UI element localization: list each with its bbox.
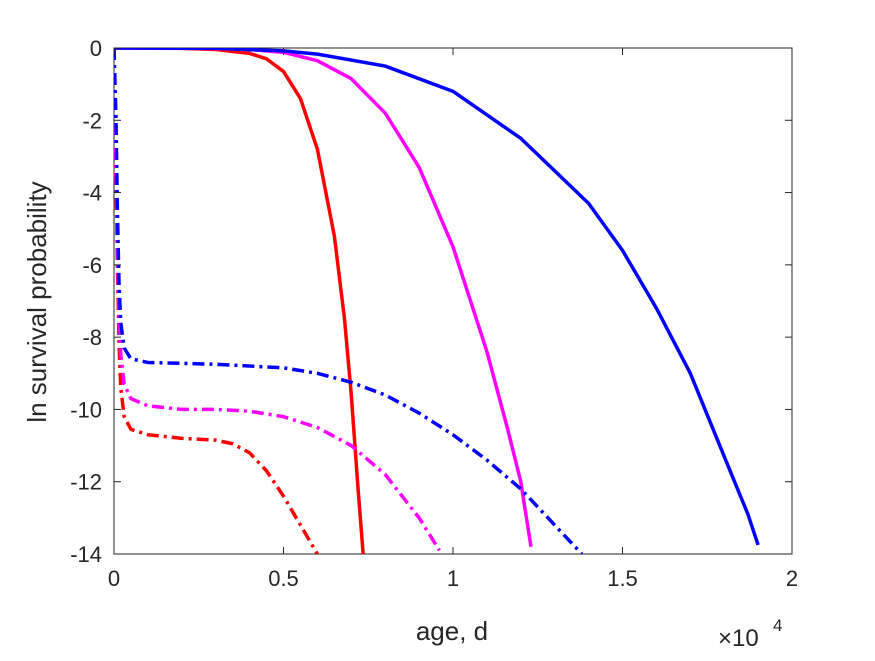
y-tick-label: -10	[70, 397, 102, 422]
x-tick-label: 0.5	[268, 566, 299, 591]
series-line-3-solid	[114, 48, 760, 546]
x-axis-exponent: ×10 4	[718, 616, 782, 652]
ticks: 0 0.5 1 1.5 2 0 -2 -4 -6 -8 -10 -12 -14	[70, 36, 798, 591]
series-line-1-solid	[114, 48, 365, 554]
y-axis-label: ln survival probability	[22, 181, 52, 422]
x-tick-label: 0	[108, 566, 120, 591]
x-exponent-base: ×10	[718, 625, 759, 652]
x-exponent-power: 4	[773, 616, 782, 635]
x-axis-label: age, d	[416, 616, 488, 646]
y-tick-label: -8	[82, 325, 102, 350]
y-tick-label: 0	[90, 36, 102, 61]
y-tick-label: -14	[70, 542, 102, 567]
x-tick-label: 1	[447, 566, 459, 591]
series-group	[114, 48, 760, 554]
plot-area-frame	[113, 47, 793, 555]
series-line-2-solid	[114, 48, 533, 548]
series-line-4-dashdot	[114, 48, 319, 554]
y-tick-label: -12	[70, 470, 102, 495]
axes	[113, 47, 793, 555]
y-tick-label: -4	[82, 181, 102, 206]
x-tick-label: 2	[786, 566, 798, 591]
x-tick-label: 1.5	[607, 566, 638, 591]
y-tick-label: -2	[82, 108, 102, 133]
series-line-6-dashdot	[114, 48, 584, 554]
y-tick-label: -6	[82, 253, 102, 278]
